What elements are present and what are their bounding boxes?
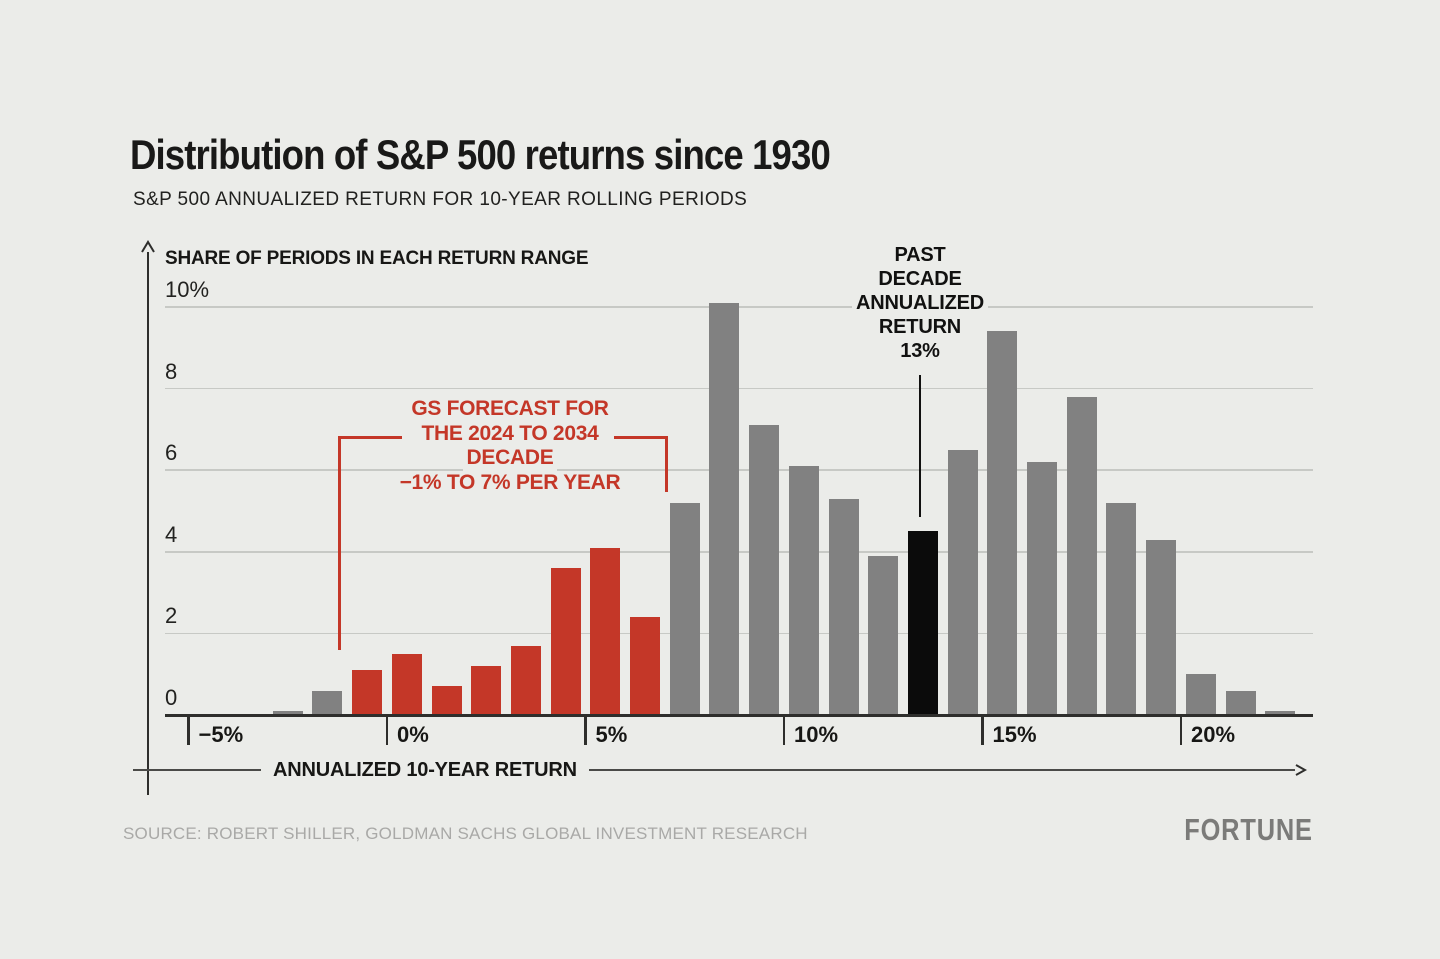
bar-bin-1.5 [431,686,462,715]
bar-bin-3.5 [510,645,541,715]
bar-bin-2.5 [471,666,502,715]
bar-bin-7.5 [669,502,700,715]
fortune-logo: FORTUNE [1184,812,1313,847]
x-tick-5 [584,715,587,745]
anno-forecast-line-3: −1% TO 7% PER YEAR [395,470,625,495]
bar-bin-13.5 [907,531,938,715]
forecast-annotation: GS FORECAST FOR THE 2024 TO 2034 DECADE −1%… [380,397,640,495]
bar-bin-12.5 [868,555,899,715]
y-axis-arrow-icon [141,240,155,253]
bar-bin-17.5 [1066,396,1097,715]
x-axis-baseline [165,713,1313,717]
y-tick-label-2: 2 [165,603,178,629]
forecast-bracket-left-vertical [338,436,341,650]
anno-past-line-3: RETURN [874,315,966,339]
y-axis-line [146,252,149,795]
bar-bin-11.5 [828,498,859,715]
x-tick-label-20: 20% [1191,722,1236,747]
y-tick-label-8: 8 [165,358,178,384]
bar-bin-4.5 [550,568,581,715]
y-tick-label-6: 6 [165,440,178,466]
chart-title: Distribution of S&P 500 returns since 19… [130,131,831,178]
bar-bin-9.5 [749,425,780,715]
bar-bin-18.5 [1106,502,1137,715]
bar-bin-16.5 [1027,462,1058,715]
x-axis-line-left [133,768,261,772]
bar-bin--1.5 [312,690,343,715]
y-tick-label-0: 0 [165,685,178,710]
x-tick-label-5: 5% [595,722,628,747]
x-tick-20 [1179,715,1183,745]
x-axis-arrow-icon [1295,764,1307,776]
bar-bin-14.5 [947,449,978,715]
x-tick--5 [187,715,190,745]
anno-past-line-2: ANNUALIZED [852,291,988,315]
x-tick-label-10: 10% [794,722,839,747]
x-tick-label-0: 0% [397,722,429,747]
past-decade-annotation: PAST DECADE ANNUALIZED RETURN 13% [830,243,1010,363]
anno-forecast-line-2: DECADE [462,446,558,471]
anno-forecast-line-0: GS FORECAST FOR [407,397,613,422]
source-credit: SOURCE: ROBERT SHILLER, GOLDMAN SACHS GL… [123,824,808,843]
anno-past-line-4: 13% [896,339,944,363]
anno-forecast-line-1: THE 2024 TO 2034 [417,421,603,446]
forecast-bracket-left-horizontal [338,436,402,439]
y-tick-label-4: 4 [165,521,178,547]
bar-bin-5.5 [590,547,621,715]
x-axis-title: ANNUALIZED 10-YEAR RETURN [273,758,577,781]
x-tick-15 [981,715,984,745]
bar-bin-10.5 [788,466,819,715]
bar-bin-6.5 [630,617,661,715]
bar-bin-8.5 [709,302,740,715]
y-tick-label-10: 10% [165,277,210,302]
forecast-bracket-right-vertical [665,436,668,492]
bar-bin-22.5 [1265,710,1296,715]
bar-bin-21.5 [1225,690,1256,715]
x-tick-10 [782,715,786,745]
bar-bin--2.5 [272,710,303,715]
x-tick-label-15: 15% [992,722,1037,747]
anno-past-line-0: PAST [890,243,950,267]
y-axis-title: SHARE OF PERIODS IN EACH RETURN RANGE [165,248,589,269]
x-tick-0 [385,715,389,745]
bar-bin-20.5 [1185,674,1216,715]
x-tick-label--5: −5% [198,722,244,747]
bar-bin-15.5 [987,331,1018,715]
anno-past-line-1: DECADE [874,267,966,291]
x-axis-arrow-row: ANNUALIZED 10-YEAR RETURN [133,757,1307,783]
past-decade-pointer-line [919,375,921,517]
x-axis-line-right [588,768,1295,772]
bar-bin-0.5 [391,653,422,715]
forecast-bracket-right-horizontal [614,436,667,439]
bar-bin--0.5 [352,670,383,715]
chart-subtitle: S&P 500 ANNUALIZED RETURN FOR 10-YEAR RO… [133,189,748,210]
bar-bin-19.5 [1146,539,1177,715]
